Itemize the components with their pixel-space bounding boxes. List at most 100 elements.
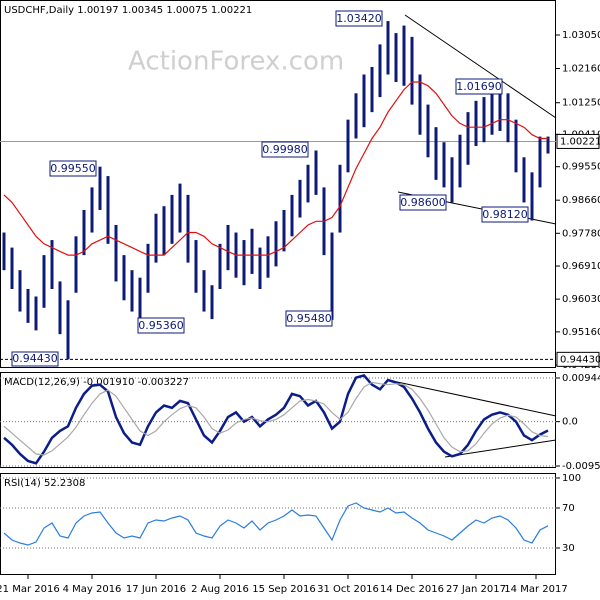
price-bar — [362, 74, 366, 128]
trend-line — [404, 14, 557, 119]
price-bar — [474, 100, 478, 146]
price-bar — [490, 89, 494, 135]
y-tick-label: 1.02160 — [562, 63, 600, 74]
panel-frame — [0, 0, 556, 368]
y-tick-label: 0.0 — [562, 417, 578, 428]
y-tick-label: 0.98660 — [562, 195, 600, 206]
price-bar — [410, 36, 414, 105]
price-bar — [50, 240, 54, 289]
price-bar — [378, 44, 382, 98]
price-bar — [538, 136, 542, 188]
price-bar — [386, 21, 390, 75]
price-bar — [34, 296, 38, 331]
price-bar — [258, 247, 262, 289]
price-bar — [282, 209, 286, 252]
annotation-box — [399, 194, 447, 211]
price-bar — [162, 206, 166, 256]
annotation-box — [49, 160, 97, 177]
price-bar — [154, 213, 158, 263]
x-tick-label: 14 Mar 2017 — [504, 584, 567, 595]
y-tick-label: 70 — [562, 503, 575, 514]
panel-frame — [0, 372, 556, 468]
price-bar — [314, 150, 318, 195]
price-bar — [66, 300, 70, 360]
y-tick-label: 0.96910 — [562, 261, 600, 272]
x-tick-label: 21 Mar 2016 — [0, 584, 60, 595]
price-bar — [122, 255, 126, 301]
y-tick-label: 0.97780 — [562, 228, 600, 239]
annotation: 0.98600 — [400, 196, 446, 209]
annotation-box — [481, 206, 529, 223]
price-bar — [546, 136, 550, 154]
price-bar — [330, 232, 334, 320]
annotation-box — [261, 141, 309, 158]
price-bar — [522, 157, 526, 203]
y-tick-label: 0.95160 — [562, 327, 600, 338]
price-bar — [2, 232, 6, 271]
annotation-box — [335, 10, 383, 27]
price-bar — [370, 66, 374, 113]
price-bar — [18, 270, 22, 312]
price-bar — [338, 164, 342, 233]
annotation: 1.03420 — [336, 12, 382, 25]
moving-average — [3, 81, 548, 256]
y-tick-label: 0.96030 — [562, 294, 600, 305]
price-bar — [274, 221, 278, 267]
panel-title: MACD(12,26,9) -0.001910 -0.003227 — [4, 377, 189, 388]
price-bar — [458, 134, 462, 188]
panel-frame — [0, 473, 556, 575]
price-bar — [418, 74, 422, 135]
price-bar — [186, 194, 190, 263]
price-bar — [114, 225, 118, 282]
price-bar — [242, 240, 246, 286]
price-bar — [106, 176, 110, 244]
annotation: 0.99550 — [50, 162, 96, 175]
price-bar — [130, 270, 134, 312]
price-bar — [394, 33, 398, 83]
x-tick-label: 17 Jun 2016 — [126, 584, 186, 595]
x-tick-label: 4 May 2016 — [63, 584, 122, 595]
price-label-box — [556, 351, 600, 367]
x-tick-label: 31 Oct 2016 — [317, 584, 379, 595]
y-tick-label: 0.009446 — [562, 373, 600, 384]
annotation: 0.99980 — [262, 143, 308, 156]
price-bar — [498, 86, 502, 131]
price-bar — [194, 240, 198, 293]
price-bar — [530, 172, 534, 221]
price-bar — [58, 281, 62, 335]
price-bar — [266, 236, 270, 278]
y-tick-label: 30 — [562, 543, 575, 554]
price-bar — [10, 247, 14, 289]
price-bar — [482, 97, 486, 143]
price-bar — [146, 243, 150, 293]
chart-title: USDCHF,Daily 1.00197 1.00345 1.00075 1.0… — [4, 5, 252, 16]
annotation: 0.95480 — [286, 312, 332, 325]
panel-title: RSI(14) 52.2308 — [4, 478, 85, 489]
price-bar — [202, 270, 206, 312]
price-bar — [450, 157, 454, 203]
annotation: 0.95360 — [138, 319, 184, 332]
price-bar — [442, 142, 446, 188]
x-tick-label: 2 Aug 2016 — [191, 584, 249, 595]
price-bar — [466, 112, 470, 165]
price-bar — [74, 236, 78, 293]
y-tick-label: 0.99550 — [562, 162, 600, 173]
price-bar — [434, 127, 438, 180]
support-label: 0.94430 — [560, 354, 600, 365]
price-bar — [250, 228, 254, 274]
indicator-line — [3, 373, 549, 465]
annotation: 1.01690 — [456, 80, 502, 93]
price-bar — [514, 119, 518, 173]
annotation-box — [455, 78, 503, 95]
price-bar — [170, 194, 174, 244]
last-price-label: 1.00221 — [560, 136, 600, 147]
annotation: 0.98120 — [482, 208, 528, 221]
annotation-box — [137, 317, 185, 334]
price-bar — [298, 179, 302, 218]
x-tick-label: 14 Dec 2016 — [380, 584, 444, 595]
price-bar — [346, 119, 350, 173]
price-bar — [98, 166, 102, 210]
x-tick-label: 15 Sep 2016 — [252, 584, 315, 595]
